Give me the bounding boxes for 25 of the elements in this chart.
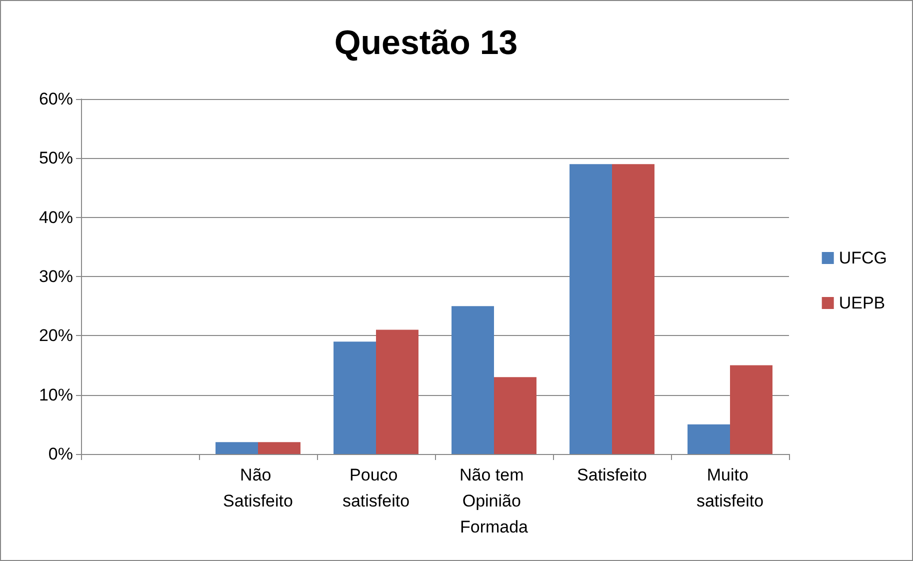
x-tick-label: Muito satisfeito — [696, 466, 764, 510]
y-tick-label: 10% — [38, 385, 73, 404]
bar — [612, 164, 654, 454]
y-tick-label: 60% — [38, 90, 73, 108]
bar — [258, 442, 300, 454]
legend-label: UFCG — [838, 248, 888, 268]
bar — [730, 365, 772, 454]
x-tick-label: Não Satisfeito — [223, 466, 293, 510]
chart-title: Questão 13 — [334, 24, 518, 62]
x-tick-label: Satisfeito — [577, 466, 647, 484]
bar — [216, 442, 258, 454]
y-tick-label: 0% — [48, 444, 73, 464]
bar — [452, 306, 494, 454]
y-tick-label: 40% — [38, 208, 73, 227]
y-tick-label: 20% — [38, 326, 73, 346]
x-tick-label: Pouco satisfeito — [342, 466, 410, 510]
y-tick-label: 50% — [38, 148, 73, 168]
bar — [494, 377, 536, 454]
legend-label: UEPB — [838, 294, 886, 312]
x-tick-label: Não tem Opinião Formada — [460, 466, 529, 536]
bar — [570, 164, 612, 454]
bar — [334, 342, 376, 454]
bar — [376, 330, 418, 454]
bar — [688, 424, 730, 454]
y-tick-label: 30% — [38, 267, 73, 286]
